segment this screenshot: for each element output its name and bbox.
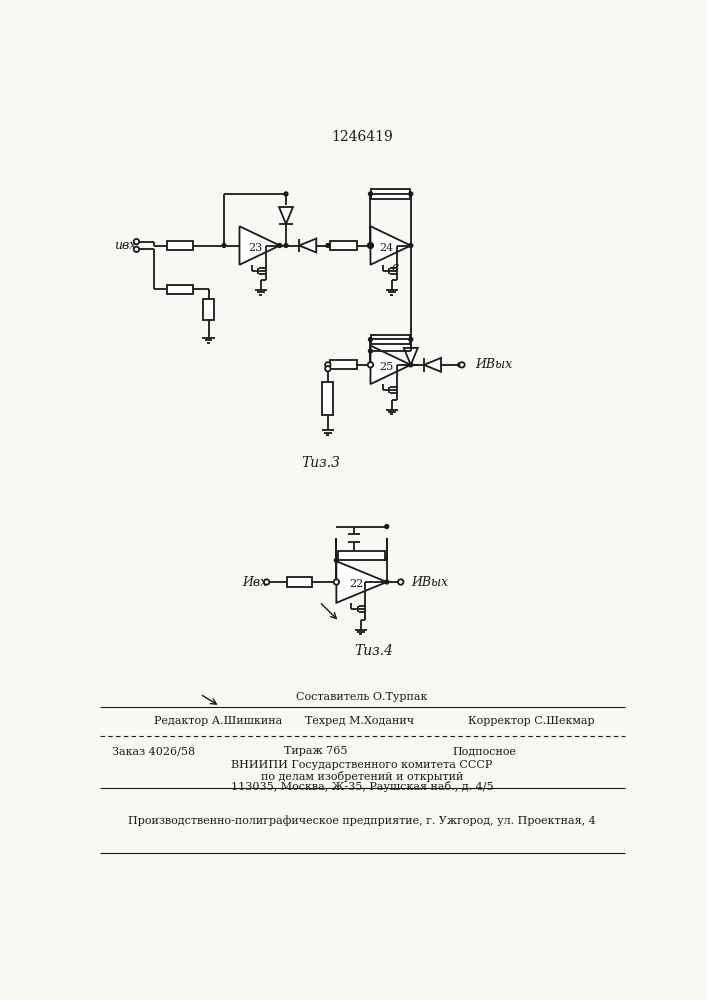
Polygon shape (424, 358, 441, 372)
Circle shape (385, 580, 389, 584)
Circle shape (368, 192, 373, 196)
Circle shape (134, 239, 139, 244)
Text: 23: 23 (248, 243, 263, 253)
Text: Ивх: Ивх (243, 576, 267, 588)
Text: Заказ 4026/58: Заказ 4026/58 (112, 746, 194, 756)
Circle shape (398, 579, 404, 585)
Circle shape (368, 349, 373, 353)
Circle shape (409, 363, 413, 367)
Polygon shape (404, 348, 418, 365)
Circle shape (325, 362, 331, 368)
Circle shape (325, 366, 331, 371)
Bar (339, 551, 385, 560)
Text: 113035, Москва, Ж-35, Раушская наб., д. 4/5: 113035, Москва, Ж-35, Раушская наб., д. … (230, 781, 493, 792)
Circle shape (334, 579, 339, 585)
Text: Τиз.4: Τиз.4 (354, 644, 393, 658)
Bar (322, 382, 333, 415)
Circle shape (134, 247, 139, 252)
Text: Составитель О.Турпак: Составитель О.Турпак (296, 692, 428, 702)
Polygon shape (370, 346, 411, 384)
Polygon shape (240, 226, 280, 265)
Text: Редактор А.Шишкина: Редактор А.Шишкина (154, 716, 283, 726)
Circle shape (368, 243, 373, 248)
Circle shape (368, 244, 373, 247)
Text: Корректор С.Шекмар: Корректор С.Шекмар (468, 716, 595, 726)
Circle shape (334, 559, 339, 562)
Circle shape (278, 244, 281, 247)
Circle shape (368, 362, 373, 368)
Circle shape (409, 192, 413, 196)
Circle shape (284, 244, 288, 247)
Bar (330, 360, 356, 369)
Circle shape (385, 525, 389, 528)
Polygon shape (299, 239, 316, 252)
Circle shape (284, 192, 288, 196)
Circle shape (222, 244, 226, 247)
Text: по делам изобретений и открытий: по делам изобретений и открытий (261, 771, 463, 782)
Text: ИВых: ИВых (475, 358, 513, 371)
Circle shape (460, 362, 464, 368)
Text: 24: 24 (380, 243, 394, 253)
Circle shape (264, 579, 269, 585)
Polygon shape (337, 561, 387, 603)
Text: Тираж 765: Тираж 765 (284, 746, 348, 756)
Text: ивх: ивх (114, 239, 136, 252)
Bar (371, 189, 410, 199)
Text: ИВых: ИВых (411, 576, 449, 588)
Text: Производственно-полиграфическое предприятие, г. Ужгород, ул. Проектная, 4: Производственно-полиграфическое предприя… (128, 815, 596, 826)
Text: Подпосное: Подпосное (452, 746, 517, 756)
Text: 25: 25 (380, 362, 394, 372)
Circle shape (326, 244, 329, 247)
Bar (330, 241, 356, 250)
Circle shape (368, 338, 373, 341)
Bar (167, 285, 193, 294)
Text: Τиз.3: Τиз.3 (301, 456, 340, 470)
Text: Техред М.Ходанич: Техред М.Ходанич (305, 716, 414, 726)
Text: c: c (392, 261, 399, 274)
Circle shape (409, 338, 413, 341)
Text: 22: 22 (349, 579, 363, 589)
Bar (203, 299, 214, 320)
Bar (167, 241, 193, 250)
Circle shape (368, 363, 373, 367)
Bar (371, 335, 410, 344)
Circle shape (457, 363, 462, 367)
Circle shape (334, 580, 339, 584)
Text: 1246419: 1246419 (331, 130, 393, 144)
Polygon shape (370, 226, 411, 265)
Text: ВНИИПИ Государственного комитета СССР: ВНИИПИ Государственного комитета СССР (231, 760, 493, 770)
Circle shape (409, 244, 413, 247)
Bar (287, 577, 312, 587)
Polygon shape (279, 207, 293, 224)
